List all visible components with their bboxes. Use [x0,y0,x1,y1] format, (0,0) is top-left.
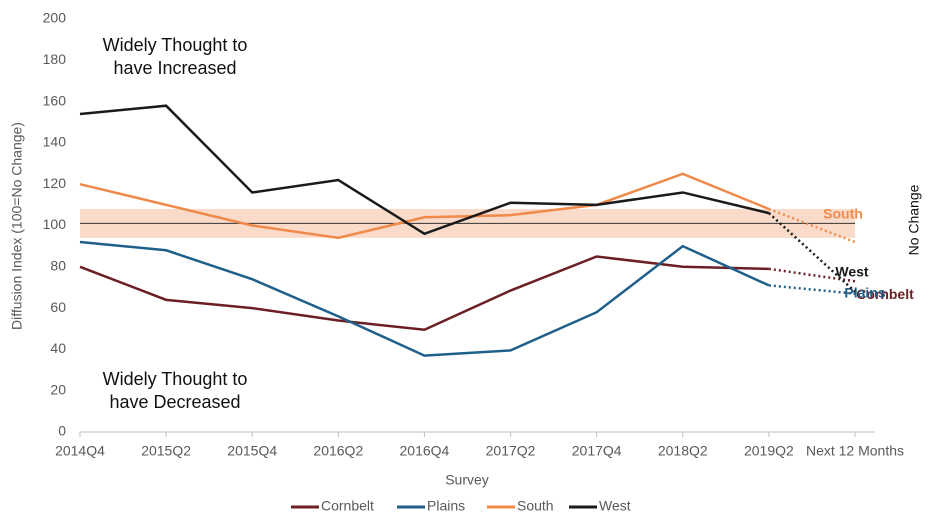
annotation: have Decreased [109,392,240,412]
x-tick-label: 2015Q4 [227,443,277,459]
y-tick-label: 200 [43,10,67,26]
y-tick-label: 140 [43,134,67,150]
x-tick-label: 2014Q4 [55,443,105,459]
y-tick-label: 60 [50,299,66,315]
annotation: Widely Thought to [103,369,248,389]
legend-label: Plains [427,498,465,514]
y-axis-label: Diffusion Index (100=No Change) [9,122,25,330]
x-tick-label: 2016Q2 [313,443,363,459]
y-tick-label: 40 [50,340,66,356]
series-end-label: Cornbelt [856,286,914,302]
series-end-label: South [823,206,863,222]
legend-label: West [599,498,631,514]
y-tick-label: 100 [43,216,67,232]
y-tick-label: 160 [43,92,67,108]
x-tick-label: 2018Q2 [658,443,708,459]
x-tick-label: 2017Q4 [572,443,622,459]
legend-label: South [517,498,554,514]
series-line [79,240,770,357]
x-tick-label: 2019Q2 [744,443,794,459]
x-tick-label: 2017Q2 [486,443,536,459]
x-tick-label: 2016Q4 [400,443,450,459]
y-tick-label: 20 [50,381,66,397]
forecast-line [768,207,856,244]
x-tick-label: Next 12 Months [806,443,904,459]
x-axis-label: Survey [445,472,489,488]
forecast-line [768,284,856,295]
series-end-label: Plains [844,284,885,300]
annotation: Widely Thought to [103,35,248,55]
legend-label: Cornbelt [321,498,374,514]
y-tick-label: 120 [43,175,67,191]
series-line [79,255,769,332]
annotation: have Increased [113,58,236,78]
series-line [79,172,770,240]
series-end-label: West [835,263,869,279]
series-line [79,104,770,236]
no-change-label: No Change [906,184,922,255]
x-tick-label: 2015Q2 [141,443,191,459]
y-tick-label: 80 [50,258,66,274]
y-tick-label: 180 [43,51,67,67]
y-tick-label: 0 [58,423,66,439]
